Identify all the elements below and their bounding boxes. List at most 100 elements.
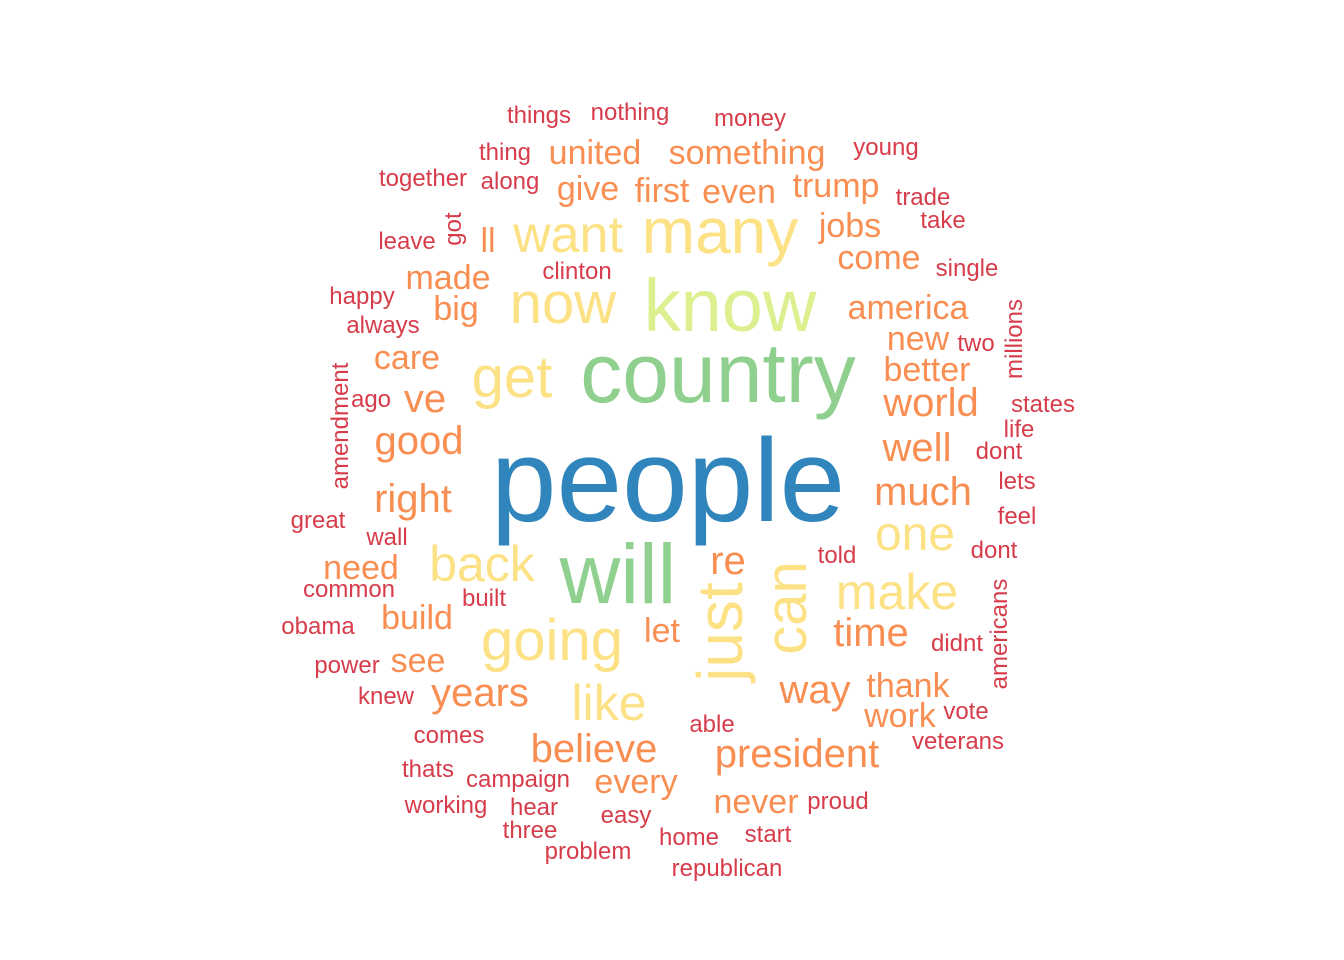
word-feel-79: feel: [997, 503, 1037, 530]
word-jobs-35: jobs: [818, 207, 882, 245]
word-always-72: always: [346, 312, 420, 339]
word-veterans-52: veterans: [911, 728, 1005, 755]
word-hear-94: hear: [509, 794, 559, 821]
word-amendment-55: amendment: [327, 362, 354, 490]
word-leave-67: leave: [378, 228, 436, 255]
word-ll-50: ll: [480, 222, 496, 260]
word-never-33: never: [713, 783, 799, 821]
word-can-11: can: [754, 561, 819, 655]
word-make-13: make: [835, 564, 959, 620]
word-money-61: money: [713, 105, 787, 132]
word-three-97: three: [502, 817, 558, 844]
word-nothing-59: nothing: [590, 99, 670, 126]
word-years-21: years: [431, 671, 529, 715]
word-things-60: things: [506, 102, 572, 129]
word-united-30: united: [548, 134, 642, 172]
word-people-1: people: [490, 415, 846, 547]
word-just-6: just: [684, 582, 756, 682]
word-made-39: made: [405, 259, 491, 297]
word-happy-71: happy: [329, 283, 395, 310]
word-america-29: america: [847, 289, 969, 327]
word-start-99: start: [744, 821, 792, 848]
word-knew-88: knew: [357, 683, 415, 710]
word-much-19: much: [874, 470, 972, 514]
word-take-66: take: [920, 207, 966, 234]
word-problem-100: problem: [544, 838, 632, 865]
word-come-42: come: [837, 239, 921, 277]
word-re-27: re: [710, 539, 746, 583]
word-get-8: get: [471, 345, 553, 410]
word-proud-95: proud: [807, 788, 869, 815]
word-comes-91: comes: [413, 722, 485, 749]
word-good-22: good: [374, 419, 464, 463]
word-one-15: one: [874, 508, 956, 561]
word-way-24: way: [779, 668, 851, 712]
word-will-3: will: [559, 527, 677, 621]
word-thats-92: thats: [401, 756, 455, 783]
word-americans-56: americans: [986, 578, 1013, 690]
word-trade-65: trade: [895, 184, 951, 211]
word-wall-80: wall: [366, 524, 408, 551]
word-something-28: something: [668, 134, 826, 172]
word-dont-82: dont: [970, 537, 1018, 564]
word-want-10: want: [513, 206, 623, 264]
word-let-48: let: [644, 612, 680, 650]
word-home-98: home: [658, 824, 720, 851]
word-know-4: know: [643, 264, 817, 347]
word-now-7: now: [509, 271, 617, 336]
word-world-20: world: [883, 381, 979, 425]
word-dont-76: dont: [975, 438, 1023, 465]
word-right-18: right: [374, 477, 452, 521]
word-even-37: even: [702, 173, 776, 211]
word-back-12: back: [429, 536, 535, 592]
word-life-75: life: [1003, 416, 1035, 443]
word-easy-96: easy: [600, 802, 652, 829]
word-time-25: time: [833, 611, 909, 655]
word-got-68: got: [440, 212, 467, 246]
word-states-51: states: [1010, 391, 1076, 418]
word-together-58: together: [378, 165, 468, 192]
word-ago-74: ago: [350, 386, 392, 413]
word-thank-32: thank: [866, 667, 950, 705]
word-young-62: young: [853, 134, 919, 161]
word-built-84: built: [461, 585, 507, 612]
word-first-36: first: [634, 172, 690, 210]
word-told-81: told: [817, 542, 857, 569]
word-millions-57: millions: [1001, 298, 1028, 380]
word-single-70: single: [935, 255, 999, 282]
word-better-38: better: [883, 351, 971, 389]
word-new-43: new: [886, 320, 950, 358]
word-obama-85: obama: [281, 613, 355, 640]
word-ve-26: ve: [403, 377, 447, 421]
word-clinton-69: clinton: [542, 258, 612, 285]
word-believe-17: believe: [530, 727, 658, 771]
word-need-47: need: [323, 549, 399, 587]
word-build-46: build: [381, 599, 453, 637]
word-working-93: working: [404, 792, 488, 819]
word-well-23: well: [882, 426, 952, 470]
word-going-9: going: [481, 608, 623, 673]
word-every-34: every: [594, 763, 678, 801]
word-didnt-86: didnt: [930, 630, 984, 657]
word-give-40: give: [556, 170, 620, 208]
word-republican-53: republican: [671, 855, 783, 882]
word-common-83: common: [302, 576, 396, 603]
word-vote-90: vote: [943, 698, 989, 725]
word-big-44: big: [433, 290, 479, 328]
word-great-78: great: [290, 507, 346, 534]
word-country-2: country: [580, 326, 856, 420]
word-two-73: two: [957, 330, 995, 357]
word-like-14: like: [571, 675, 647, 731]
word-see-49: see: [390, 642, 446, 680]
word-along-64: along: [480, 168, 540, 195]
word-lets-77: lets: [998, 468, 1036, 495]
word-trump-31: trump: [792, 167, 880, 205]
word-thing-63: thing: [478, 139, 532, 166]
word-many-5: many: [641, 195, 799, 267]
word-care-45: care: [373, 339, 441, 377]
word-work-41: work: [864, 697, 936, 735]
word-campaign-54: campaign: [465, 766, 571, 793]
word-president-16: president: [714, 732, 880, 776]
word-power-87: power: [314, 652, 380, 679]
